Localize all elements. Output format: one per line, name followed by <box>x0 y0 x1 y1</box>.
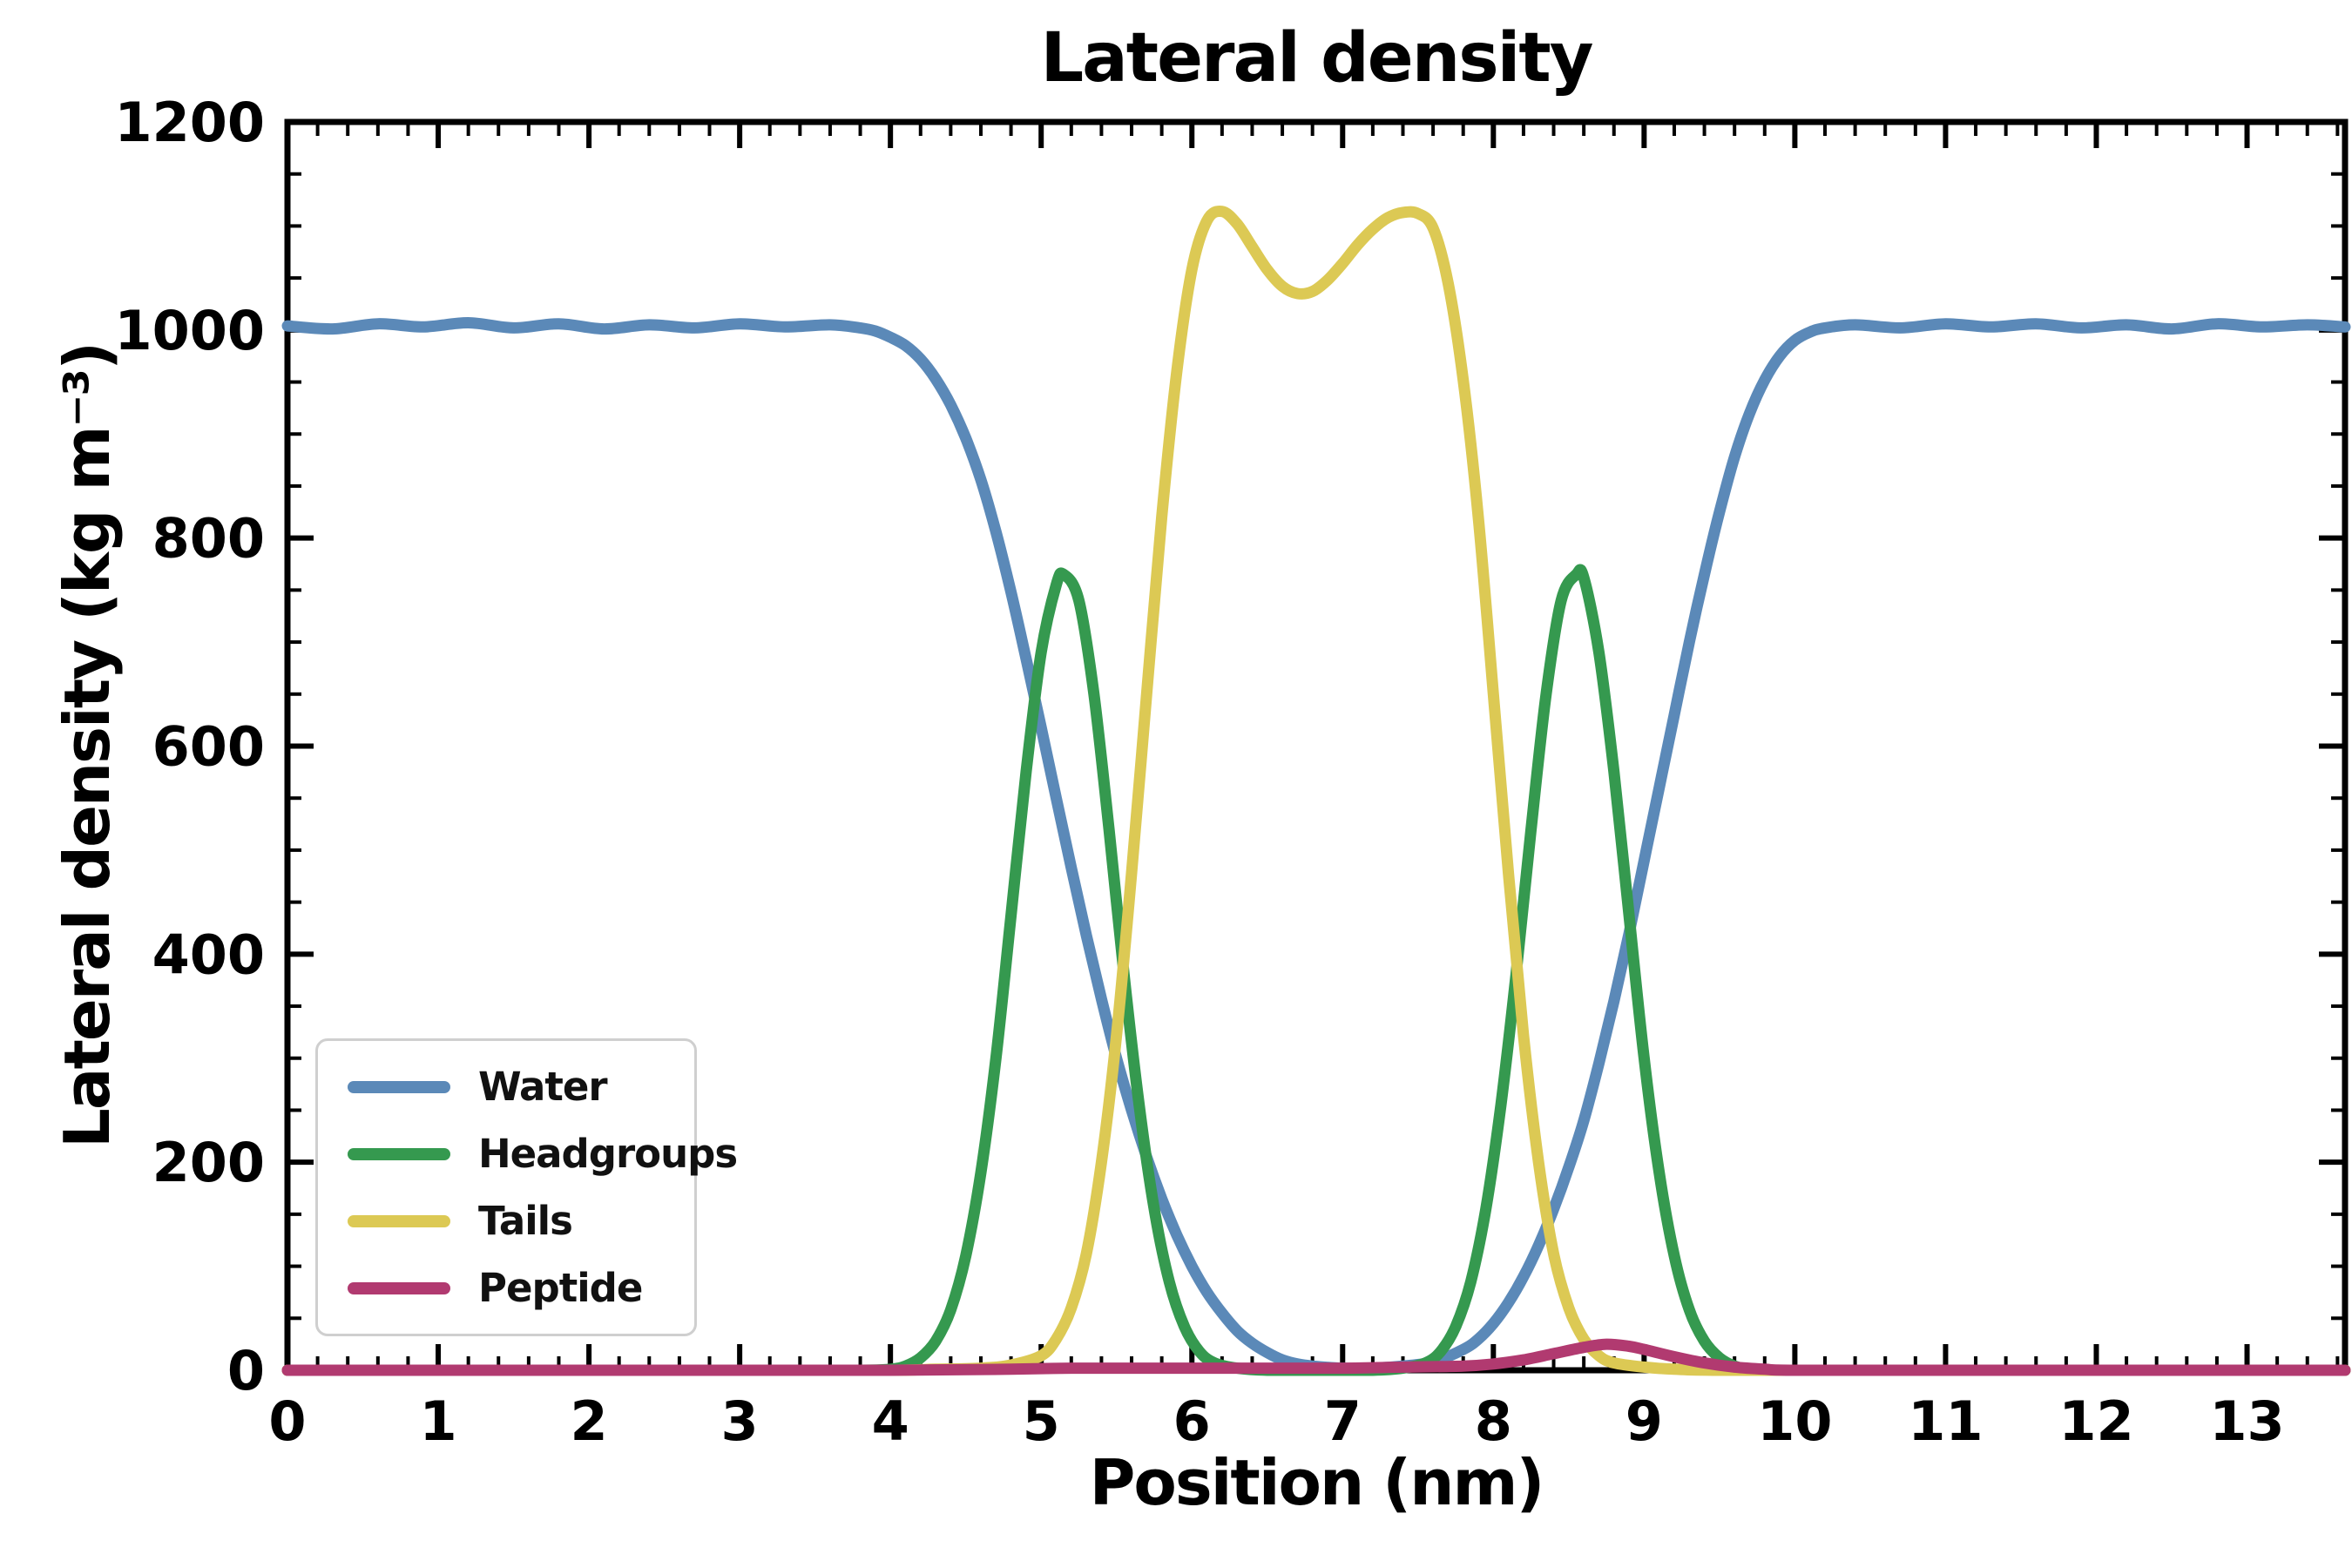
x-axis-label: Position (nm) <box>1089 1446 1545 1519</box>
y-tick-labels: 0 200 400 600 800 1000 1200 <box>114 91 265 1402</box>
legend-item-tails: Tails <box>348 1198 665 1244</box>
x-tick-label: 2 <box>571 1389 608 1453</box>
chart-title: Lateral density <box>1040 19 1593 98</box>
x-tick-label: 3 <box>721 1389 759 1453</box>
legend-label: Tails <box>478 1198 573 1244</box>
legend-item-water: Water <box>348 1064 665 1110</box>
y-tick-label: 0 <box>227 1339 265 1402</box>
y-tick-label: 600 <box>152 715 265 779</box>
x-tick-label: 13 <box>2209 1389 2284 1453</box>
legend-swatch-line <box>348 1214 450 1227</box>
y-tick-label: 1200 <box>114 91 265 154</box>
x-tick-label: 12 <box>2058 1389 2133 1453</box>
legend-swatch-line <box>348 1147 450 1160</box>
series-line-tails <box>281 206 2351 1376</box>
y-tick-label: 200 <box>152 1131 265 1194</box>
x-tick-label: 1 <box>419 1389 456 1453</box>
y-tick-label: 1000 <box>114 299 265 362</box>
y-tick-label: 800 <box>152 507 265 571</box>
series-lines <box>281 206 2351 1376</box>
x-tick-label: 6 <box>1173 1389 1211 1453</box>
x-tick-label: 0 <box>268 1389 306 1453</box>
x-tick-label: 9 <box>1625 1389 1663 1453</box>
y-axis-label: Lateral density (kg m⁻³) <box>51 343 124 1148</box>
x-tick-label: 4 <box>872 1389 909 1453</box>
legend-item-peptide: Peptide <box>348 1265 665 1311</box>
legend: Water Headgroups Tails Peptide <box>315 1038 738 1336</box>
x-tick-label: 8 <box>1475 1389 1512 1453</box>
legend-item-headgroups: Headgroups <box>348 1131 738 1177</box>
x-tick-label: 5 <box>1023 1389 1060 1453</box>
x-tick-label: 11 <box>1908 1389 1983 1453</box>
x-tick-labels: 0 1 2 3 4 5 6 7 8 9 10 11 12 13 <box>268 1389 2284 1453</box>
legend-label: Water <box>478 1064 608 1110</box>
legend-swatch-line <box>348 1080 450 1093</box>
x-tick-label: 7 <box>1324 1389 1362 1453</box>
legend-label: Headgroups <box>478 1131 738 1177</box>
x-tick-label: 10 <box>1757 1389 1832 1453</box>
y-tick-label: 400 <box>152 923 265 986</box>
series-line-peptide <box>281 1338 2351 1376</box>
legend-swatch-line <box>348 1281 450 1294</box>
legend-label: Peptide <box>478 1265 643 1311</box>
